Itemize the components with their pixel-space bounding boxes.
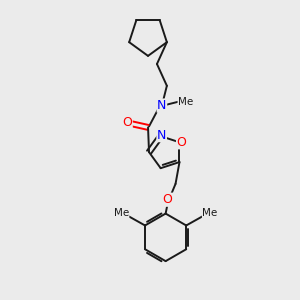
Text: Me: Me: [178, 97, 193, 106]
Text: N: N: [157, 129, 166, 142]
Text: O: O: [122, 116, 132, 129]
Text: N: N: [157, 99, 167, 112]
Text: O: O: [176, 136, 186, 149]
Text: Me: Me: [114, 208, 129, 218]
Text: O: O: [163, 193, 172, 206]
Text: Me: Me: [202, 208, 218, 218]
